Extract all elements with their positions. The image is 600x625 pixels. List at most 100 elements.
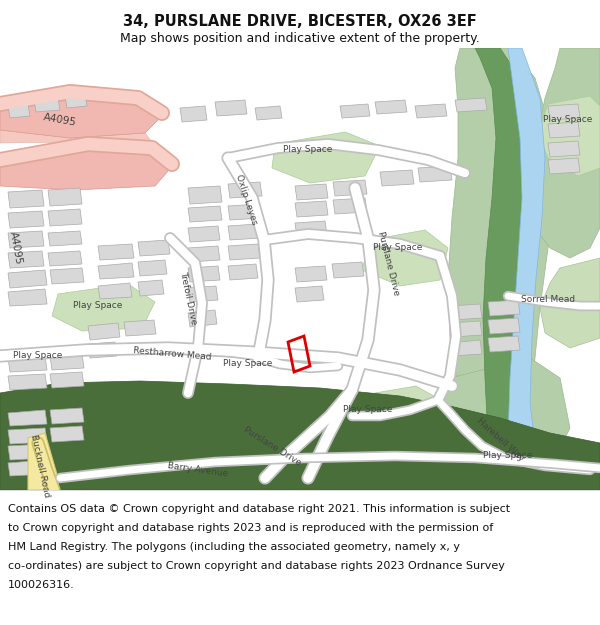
Polygon shape xyxy=(468,436,570,486)
Polygon shape xyxy=(538,96,600,176)
Polygon shape xyxy=(228,182,262,198)
Polygon shape xyxy=(295,403,420,478)
Polygon shape xyxy=(8,428,47,444)
Polygon shape xyxy=(48,209,82,226)
Polygon shape xyxy=(8,104,30,118)
Polygon shape xyxy=(8,211,44,228)
Polygon shape xyxy=(8,356,47,372)
Polygon shape xyxy=(215,100,247,116)
Polygon shape xyxy=(295,201,328,217)
Polygon shape xyxy=(295,221,327,237)
Polygon shape xyxy=(488,300,520,316)
Polygon shape xyxy=(188,266,220,282)
Polygon shape xyxy=(333,198,367,214)
Text: Play Space: Play Space xyxy=(283,146,332,154)
Polygon shape xyxy=(138,260,167,276)
Polygon shape xyxy=(65,94,87,108)
Polygon shape xyxy=(48,251,82,266)
Text: Play Space: Play Space xyxy=(73,301,122,311)
Text: Play Space: Play Space xyxy=(223,359,272,369)
Polygon shape xyxy=(8,251,44,268)
Polygon shape xyxy=(8,231,44,248)
Polygon shape xyxy=(295,286,324,302)
Polygon shape xyxy=(508,48,545,490)
Polygon shape xyxy=(50,426,84,442)
Polygon shape xyxy=(48,188,82,206)
Polygon shape xyxy=(228,224,260,240)
Polygon shape xyxy=(336,386,448,446)
Polygon shape xyxy=(548,104,580,120)
Text: 34, PURSLANE DRIVE, BICESTER, OX26 3EF: 34, PURSLANE DRIVE, BICESTER, OX26 3EF xyxy=(123,14,477,29)
Text: Sorrel Mead: Sorrel Mead xyxy=(521,296,575,304)
Polygon shape xyxy=(255,106,282,120)
Text: co-ordinates) are subject to Crown copyright and database rights 2023 Ordnance S: co-ordinates) are subject to Crown copyr… xyxy=(8,561,505,571)
Polygon shape xyxy=(8,289,47,306)
Polygon shape xyxy=(98,283,132,299)
Polygon shape xyxy=(450,304,482,320)
Polygon shape xyxy=(333,180,367,196)
Text: Bucknell Road: Bucknell Road xyxy=(29,434,51,498)
Polygon shape xyxy=(28,433,58,490)
Text: to Crown copyright and database rights 2023 and is reproduced with the permissio: to Crown copyright and database rights 2… xyxy=(8,523,493,533)
Polygon shape xyxy=(418,166,452,182)
Polygon shape xyxy=(50,354,84,370)
Text: HM Land Registry. The polygons (including the associated geometry, namely x, y: HM Land Registry. The polygons (includin… xyxy=(8,542,460,552)
Text: Trefoil Drive: Trefoil Drive xyxy=(178,271,198,326)
Polygon shape xyxy=(415,104,447,118)
Polygon shape xyxy=(8,374,47,390)
Polygon shape xyxy=(488,318,520,334)
Text: 100026316.: 100026316. xyxy=(8,580,75,590)
Text: Purslane Drive: Purslane Drive xyxy=(242,425,302,468)
Polygon shape xyxy=(0,381,600,490)
Text: Barry Avenue: Barry Avenue xyxy=(167,461,229,479)
Polygon shape xyxy=(0,130,155,146)
Polygon shape xyxy=(548,122,580,138)
Polygon shape xyxy=(362,230,448,286)
Polygon shape xyxy=(228,244,260,260)
Polygon shape xyxy=(50,268,84,284)
Polygon shape xyxy=(228,264,258,280)
Polygon shape xyxy=(548,158,580,174)
Polygon shape xyxy=(448,48,555,490)
Polygon shape xyxy=(0,90,165,138)
Polygon shape xyxy=(530,48,600,258)
Polygon shape xyxy=(52,284,155,331)
Polygon shape xyxy=(188,186,222,204)
Text: Harebell Way: Harebell Way xyxy=(475,417,526,463)
Polygon shape xyxy=(88,323,120,340)
Polygon shape xyxy=(450,321,482,337)
Polygon shape xyxy=(138,240,170,256)
Polygon shape xyxy=(188,206,222,222)
Polygon shape xyxy=(295,184,328,200)
Polygon shape xyxy=(332,262,364,278)
Text: Play Space: Play Space xyxy=(343,406,392,414)
Polygon shape xyxy=(272,132,380,183)
Polygon shape xyxy=(430,358,570,490)
Polygon shape xyxy=(380,170,414,186)
Text: A4095: A4095 xyxy=(43,112,77,128)
Polygon shape xyxy=(124,320,156,336)
Polygon shape xyxy=(34,98,60,112)
Text: Purslane Drive: Purslane Drive xyxy=(376,230,400,296)
Polygon shape xyxy=(375,100,407,114)
Text: Play Space: Play Space xyxy=(544,116,593,124)
Text: Map shows position and indicative extent of the property.: Map shows position and indicative extent… xyxy=(120,32,480,45)
Polygon shape xyxy=(48,231,82,246)
Polygon shape xyxy=(188,286,218,302)
Polygon shape xyxy=(8,460,47,476)
Polygon shape xyxy=(8,270,47,288)
Text: Oxlip Leyes: Oxlip Leyes xyxy=(233,174,259,226)
Polygon shape xyxy=(188,246,220,262)
Polygon shape xyxy=(98,244,134,260)
Polygon shape xyxy=(540,258,600,348)
Polygon shape xyxy=(8,444,47,460)
Polygon shape xyxy=(50,408,84,424)
Text: Play Space: Play Space xyxy=(373,244,422,252)
Polygon shape xyxy=(450,340,482,356)
Polygon shape xyxy=(188,310,217,327)
Polygon shape xyxy=(8,190,44,208)
Polygon shape xyxy=(295,266,327,282)
Text: Play Space: Play Space xyxy=(13,351,62,361)
Polygon shape xyxy=(88,342,117,358)
Text: Contains OS data © Crown copyright and database right 2021. This information is : Contains OS data © Crown copyright and d… xyxy=(8,504,510,514)
